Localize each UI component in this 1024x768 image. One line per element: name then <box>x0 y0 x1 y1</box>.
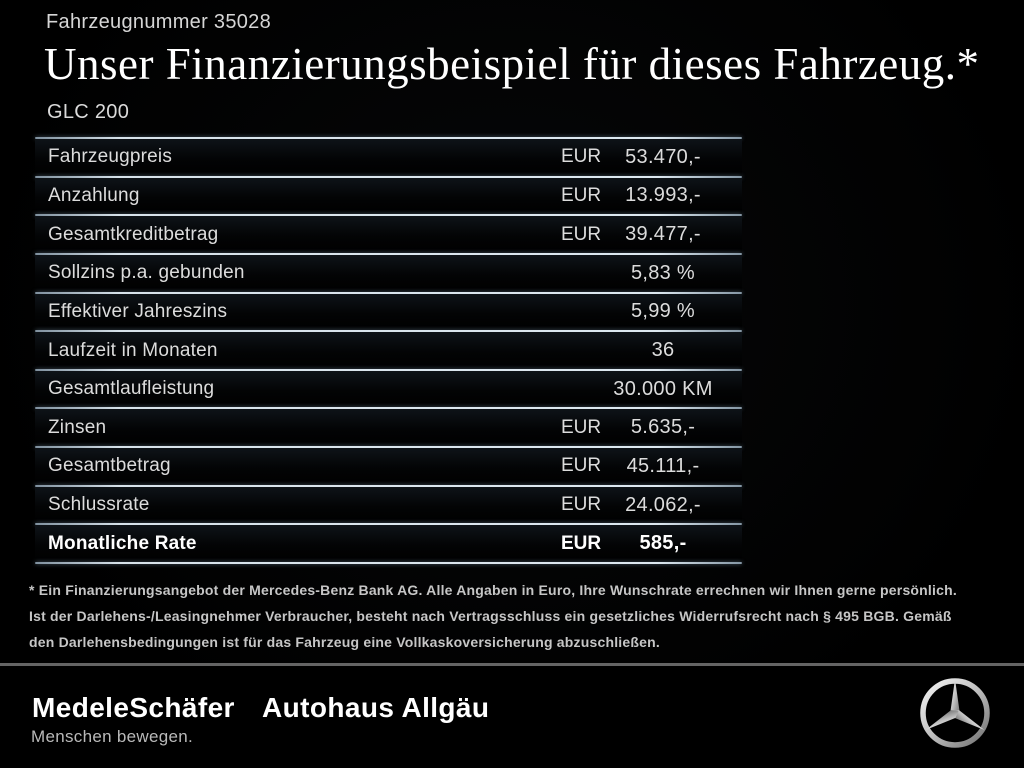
row-currency-label: EUR <box>561 146 602 168</box>
table-divider <box>35 175 742 178</box>
dealer-logo-autohaus-allgaeu: Autohaus Allgäu <box>262 692 490 723</box>
table-row: Monatliche Rate EUR 585,- <box>35 525 742 563</box>
table-row: Fahrzeugpreis EUR 53.470,- <box>35 139 742 176</box>
table-divider <box>35 523 742 526</box>
row-value: 13.993,- <box>625 184 701 207</box>
table-row: Schlussrate EUR 24.062,- <box>35 486 742 524</box>
dealer-logo-medeleschaefer: MedeleSchäfer <box>32 692 235 723</box>
row-currency-label: EUR <box>561 455 602 477</box>
table-row: Gesamtlaufleistung 30.000 KM <box>35 370 742 408</box>
row-value: 39.477,- <box>625 223 701 246</box>
table-row: Laufzeit in Monaten 36 <box>35 332 742 369</box>
row-currency-label: EUR <box>561 184 602 206</box>
mercedes-star-icon <box>920 678 990 748</box>
row-currency-label: EUR <box>561 494 602 516</box>
row-currency-label: EUR <box>561 223 602 245</box>
row-value: 5,83 % <box>630 261 696 284</box>
row-label: Monatliche Rate <box>48 532 197 554</box>
page-title: Unser Finanzierungsbeispiel für dieses F… <box>44 39 980 89</box>
financing-table: Fahrzeugpreis EUR 53.470,- Anzahlung EUR… <box>35 137 742 565</box>
legal-footnote: * Ein Finanzierungsangebot der Mercedes-… <box>29 582 957 650</box>
footer-divider <box>0 663 1024 666</box>
row-value: 585,- <box>639 532 687 555</box>
row-label: Laufzeit in Monaten <box>48 339 218 361</box>
table-divider <box>35 368 742 371</box>
table-row: Sollzins p.a. gebunden 5,83 % <box>35 254 742 292</box>
row-currency-label: EUR <box>561 416 602 438</box>
table-row: Anzahlung EUR 13.993,- <box>35 177 742 215</box>
table-divider <box>35 330 742 333</box>
table-divider <box>35 484 742 487</box>
table-divider <box>35 407 742 410</box>
row-label: Gesamtkreditbetrag <box>48 223 219 245</box>
row-currency-label: EUR <box>561 532 602 554</box>
table-row: Zinsen EUR 5.635,- <box>35 409 742 447</box>
row-value: 53.470,- <box>625 145 701 168</box>
table-divider <box>35 214 742 217</box>
table-divider <box>35 137 742 139</box>
row-value: 5.635,- <box>630 416 696 439</box>
row-value: 24.062,- <box>625 493 701 516</box>
row-label: Zinsen <box>48 416 107 438</box>
row-label: Schlussrate <box>48 494 150 516</box>
row-label: Gesamtlaufleistung <box>48 378 215 400</box>
table-row: Gesamtbetrag EUR 45.111,- <box>35 448 742 485</box>
footer: MedeleSchäfer Autohaus Allgäu Menschen b… <box>0 666 1024 768</box>
row-value: 45.111,- <box>626 454 700 477</box>
row-label: Anzahlung <box>48 184 140 206</box>
vehicle-number: Fahrzeugnummer 35028 <box>46 11 272 33</box>
table-row: Effektiver Jahreszins 5,99 % <box>35 293 742 331</box>
row-value: 36 <box>651 339 675 362</box>
row-value: 30.000 KM <box>613 377 713 400</box>
table-divider <box>35 446 742 449</box>
table-row: Gesamtkreditbetrag EUR 39.477,- <box>35 216 742 253</box>
dealer-tagline: Menschen bewegen. <box>31 727 193 746</box>
row-label: Fahrzeugpreis <box>48 146 173 168</box>
row-label: Effektiver Jahreszins <box>48 300 228 322</box>
table-divider <box>35 562 742 565</box>
table-divider <box>35 291 742 294</box>
row-value: 5,99 % <box>630 300 696 323</box>
vehicle-model: GLC 200 <box>47 101 130 123</box>
table-divider <box>35 252 742 255</box>
row-label: Sollzins p.a. gebunden <box>48 262 245 284</box>
row-label: Gesamtbetrag <box>48 455 171 477</box>
